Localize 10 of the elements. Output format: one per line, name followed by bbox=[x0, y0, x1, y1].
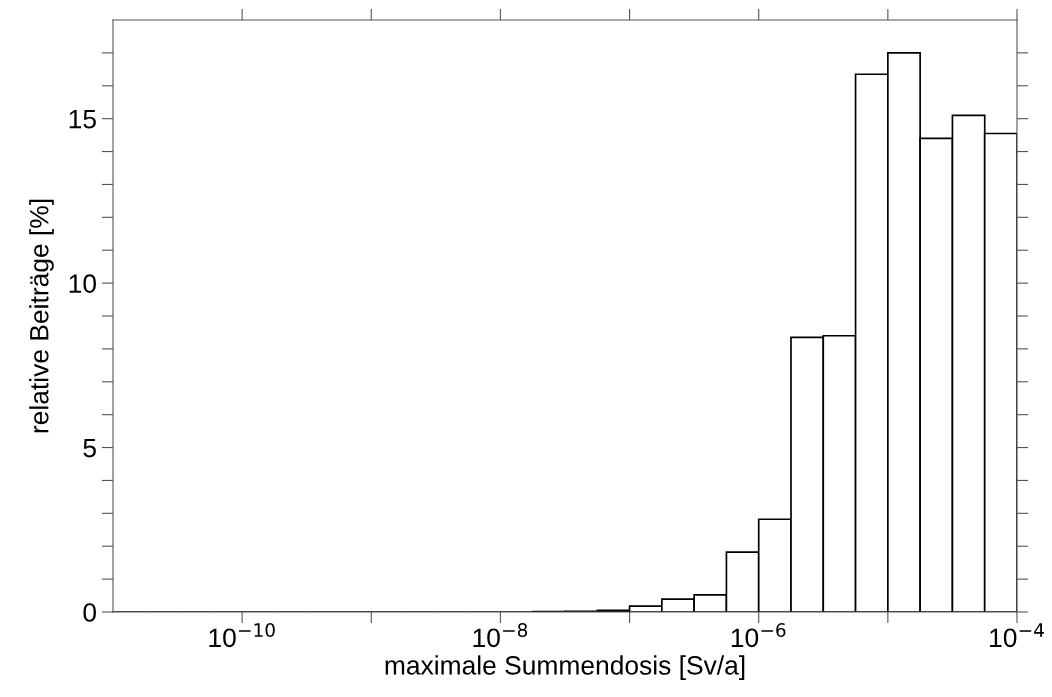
x-axis-title: maximale Summendosis [Sv/a] bbox=[385, 655, 745, 680]
x-tick-label: 10$^{−8}$ bbox=[473, 623, 528, 648]
x-tick-label: 10$^{−4}$ bbox=[990, 623, 1044, 648]
x-tick-label: 10$^{−10}$ bbox=[209, 623, 275, 648]
y-axis-title: relative Beiträge [%] bbox=[29, 199, 54, 433]
y-tick-label: 10 bbox=[69, 274, 96, 293]
x-tick-label: 10$^{−6}$ bbox=[731, 623, 786, 648]
y-tick-label: 5 bbox=[83, 438, 96, 458]
y-tick-label: 15 bbox=[69, 110, 96, 129]
y-tick-label: 0 bbox=[83, 603, 96, 622]
